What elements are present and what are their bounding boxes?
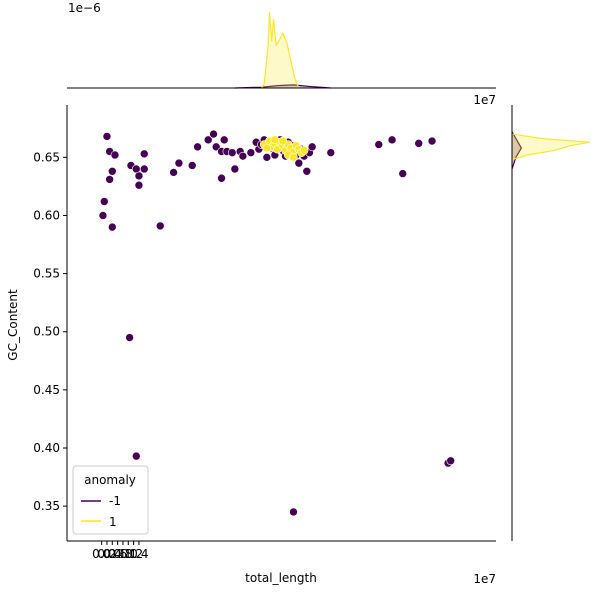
x-axis-label: total_length (245, 571, 317, 585)
x-tick-label: 1.2 (124, 547, 143, 561)
scatter-point-anomaly-neg1 (307, 142, 317, 152)
scatter-point-anomaly-neg1 (294, 158, 304, 168)
scatter-point-anomaly-neg1 (98, 211, 108, 220)
right-kde-line-1 (511, 133, 591, 161)
scatter-point-anomaly-neg1 (326, 148, 336, 157)
scatter-point-anomaly-neg1 (203, 135, 213, 145)
scatter-point-anomaly-neg1 (289, 507, 298, 517)
scatter-point-anomaly-1 (270, 135, 280, 145)
scatter-point-anomaly-neg1 (125, 333, 134, 342)
scatter-point-anomaly-neg1 (230, 164, 240, 174)
x-tick-label: 1.4 (129, 547, 148, 561)
scatter-point-anomaly-1 (278, 136, 288, 146)
scatter-point-anomaly-neg1 (398, 169, 408, 178)
right-marginal-kde (511, 131, 591, 170)
x-offset-label-top: 1e7 (473, 93, 496, 107)
top-kde-line-1 (261, 12, 300, 89)
scatter-point-anomaly-neg1 (427, 136, 437, 146)
legend-label-anomaly-1: 1 (109, 515, 117, 529)
scatter-point-anomaly-neg1 (209, 129, 218, 139)
x-axis-ticks: 0.00.20.40.60.81.01.21.4 (92, 541, 148, 561)
right-kde-fill-neg1 (512, 131, 522, 169)
scatter-point-anomaly-neg1 (374, 140, 384, 149)
scatter-point-anomaly-neg1 (246, 148, 256, 157)
x-tick-label: 0.6 (108, 547, 127, 561)
scatter-point-anomaly-1 (289, 153, 298, 162)
x-offset-label-bottom: 1e7 (473, 572, 496, 586)
scatter-point-anomaly-neg1 (193, 142, 202, 152)
scatter-point-anomaly-neg1 (414, 139, 424, 148)
y-axis-label: GC_Content (6, 289, 20, 361)
legend: anomaly -1 1 (72, 465, 149, 535)
y-tick-label: 0.35 (33, 499, 60, 513)
scatter-point-anomaly-neg1 (139, 164, 149, 174)
scatter-point-anomaly-neg1 (227, 148, 237, 157)
scatter-point-anomaly-neg1 (110, 150, 120, 160)
x-tick-label: 1.0 (119, 547, 138, 561)
y-tick-label: 0.50 (33, 325, 60, 339)
scatter-point-anomaly-neg1 (134, 171, 144, 181)
y-tick-label: 0.55 (33, 267, 60, 281)
x-tick-label: 0.2 (97, 547, 116, 561)
scatter-point-anomaly-neg1 (262, 153, 272, 162)
scatter-point-anomaly-neg1 (169, 168, 178, 177)
legend-title: anomaly (84, 473, 136, 487)
x-tick-label: 0.4 (103, 547, 122, 561)
right-kde-fill-1 (512, 134, 590, 160)
top-kde-line-neg1 (234, 84, 331, 89)
scatter-point-anomaly-neg1 (238, 151, 248, 161)
y-axis-ticks: 0.35 0.40 0.45 0.50 0.55 0.60 0.65 (33, 150, 67, 513)
scatter-point-anomaly-neg1 (446, 456, 456, 466)
scatter-point-anomaly-neg1 (131, 451, 141, 461)
right-kde-line-neg1 (511, 131, 523, 170)
scatter-point-anomaly-1 (262, 143, 272, 153)
top-margin-offset-label: 1e−6 (68, 1, 101, 15)
legend-box (72, 465, 149, 535)
scatter-point-anomaly-neg1 (134, 180, 144, 190)
y-tick-label: 0.60 (33, 208, 60, 222)
scatter-point-anomaly-neg1 (217, 173, 226, 183)
scatter-point-anomaly-neg1 (102, 132, 112, 141)
scatter-point-anomaly-neg1 (107, 222, 117, 232)
scatter-points (98, 129, 456, 517)
scatter-point-anomaly-neg1 (174, 158, 184, 168)
scatter-point-anomaly-neg1 (105, 175, 114, 184)
y-tick-label: 0.65 (33, 150, 60, 164)
scatter-point-anomaly-neg1 (139, 149, 149, 159)
top-marginal-kde (234, 12, 331, 89)
scatter-point-anomaly-1 (299, 146, 309, 155)
x-tick-label: 0.0 (92, 547, 111, 561)
axes-frame (66, 87, 513, 542)
top-kde-fill-neg1 (234, 84, 331, 88)
y-tick-label: 0.40 (33, 441, 60, 455)
legend-label-anomaly-neg1: -1 (109, 494, 121, 508)
scatter-point-anomaly-neg1 (387, 135, 397, 145)
scatter-point-anomaly-neg1 (100, 197, 109, 206)
y-tick-label: 0.45 (33, 383, 60, 397)
scatter-point-anomaly-neg1 (155, 221, 165, 231)
scatter-point-anomaly-neg1 (302, 166, 312, 176)
scatter-point-anomaly-neg1 (107, 166, 117, 176)
scatter-point-anomaly-neg1 (219, 135, 229, 145)
scatter-point-anomaly-neg1 (187, 161, 197, 170)
x-tick-label: 0.8 (113, 547, 132, 561)
